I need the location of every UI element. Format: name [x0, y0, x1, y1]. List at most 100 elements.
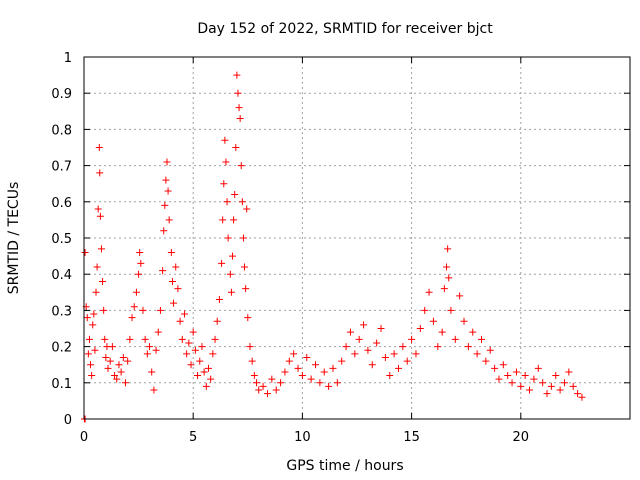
data-point	[196, 357, 204, 365]
data-point	[250, 372, 258, 380]
data-point	[180, 310, 188, 318]
data-point	[84, 350, 92, 358]
data-point	[412, 350, 420, 358]
data-point	[232, 144, 240, 151]
x-tick-label: 0	[80, 430, 88, 445]
data-point	[88, 372, 96, 380]
data-point	[198, 343, 206, 351]
data-point	[163, 158, 171, 166]
data-point	[96, 212, 104, 220]
data-point	[338, 357, 346, 365]
data-point	[162, 176, 170, 184]
data-point	[320, 368, 328, 376]
data-point	[351, 350, 359, 358]
data-point	[390, 350, 398, 358]
data-point	[377, 325, 385, 332]
data-point	[167, 248, 175, 256]
data-point	[425, 288, 433, 296]
data-point	[102, 353, 110, 361]
data-point	[434, 343, 442, 351]
y-tick-label: 0	[64, 413, 72, 428]
data-point	[329, 364, 337, 372]
x-tick-label: 10	[294, 430, 311, 445]
data-point	[222, 158, 230, 166]
data-point	[368, 361, 376, 369]
data-point	[316, 379, 324, 387]
data-point	[386, 372, 394, 380]
y-tick-label: 0.5	[51, 232, 72, 247]
data-point	[128, 314, 136, 322]
data-point	[285, 357, 293, 365]
data-point	[191, 346, 199, 354]
data-point	[165, 216, 173, 224]
data-point	[124, 357, 132, 365]
data-point	[209, 350, 217, 358]
data-point	[141, 335, 149, 343]
data-point	[238, 198, 246, 206]
data-point	[87, 361, 95, 369]
y-tick-label: 0.8	[51, 123, 72, 138]
data-point	[277, 379, 285, 387]
data-point	[243, 205, 251, 213]
data-point	[294, 364, 302, 372]
data-point	[333, 379, 341, 387]
data-point	[143, 350, 151, 358]
data-point	[560, 379, 568, 387]
data-point	[547, 382, 555, 390]
data-points	[80, 71, 586, 423]
data-point	[90, 310, 98, 318]
data-point	[416, 325, 424, 332]
data-point	[170, 299, 178, 307]
data-point	[364, 346, 372, 354]
data-point	[239, 234, 247, 242]
data-point	[132, 288, 140, 296]
y-tick-label: 0.3	[51, 304, 72, 319]
data-point	[85, 335, 93, 343]
data-point	[229, 252, 237, 260]
grid-lines	[84, 57, 630, 419]
data-point	[96, 169, 104, 177]
data-point	[213, 317, 221, 325]
data-point	[429, 317, 437, 325]
y-tick-label: 0.9	[51, 87, 72, 102]
y-tick-label: 0.1	[51, 377, 72, 392]
data-point	[346, 328, 354, 336]
data-point	[272, 386, 280, 394]
data-point	[569, 382, 577, 390]
data-point	[100, 306, 108, 314]
data-point	[234, 89, 242, 97]
x-tick-label: 20	[513, 430, 530, 445]
data-point	[187, 361, 195, 369]
data-point	[236, 115, 244, 123]
data-point	[108, 343, 116, 351]
data-point	[445, 274, 453, 282]
data-point	[218, 259, 226, 267]
data-point	[499, 361, 507, 369]
data-point	[574, 390, 582, 398]
data-point	[93, 263, 101, 271]
data-point	[94, 205, 102, 213]
data-point	[156, 306, 164, 314]
data-point	[517, 382, 525, 390]
data-point	[460, 317, 468, 325]
data-point	[219, 216, 227, 224]
data-point	[172, 263, 180, 271]
data-point	[482, 357, 490, 365]
data-point	[235, 104, 243, 112]
y-axis-label: SRMTID / TECUs	[6, 182, 22, 295]
data-point	[543, 390, 551, 398]
data-point	[189, 328, 197, 336]
data-point	[242, 285, 250, 293]
data-point	[381, 353, 389, 361]
data-point	[183, 350, 191, 358]
data-point	[248, 357, 256, 365]
data-point	[259, 382, 267, 390]
data-point	[89, 321, 97, 329]
data-point	[504, 372, 512, 380]
data-point	[174, 285, 182, 293]
data-point	[408, 335, 416, 343]
data-point	[130, 303, 138, 311]
y-tick-label: 0.7	[51, 160, 72, 175]
data-point	[486, 346, 494, 354]
data-point	[178, 335, 186, 343]
